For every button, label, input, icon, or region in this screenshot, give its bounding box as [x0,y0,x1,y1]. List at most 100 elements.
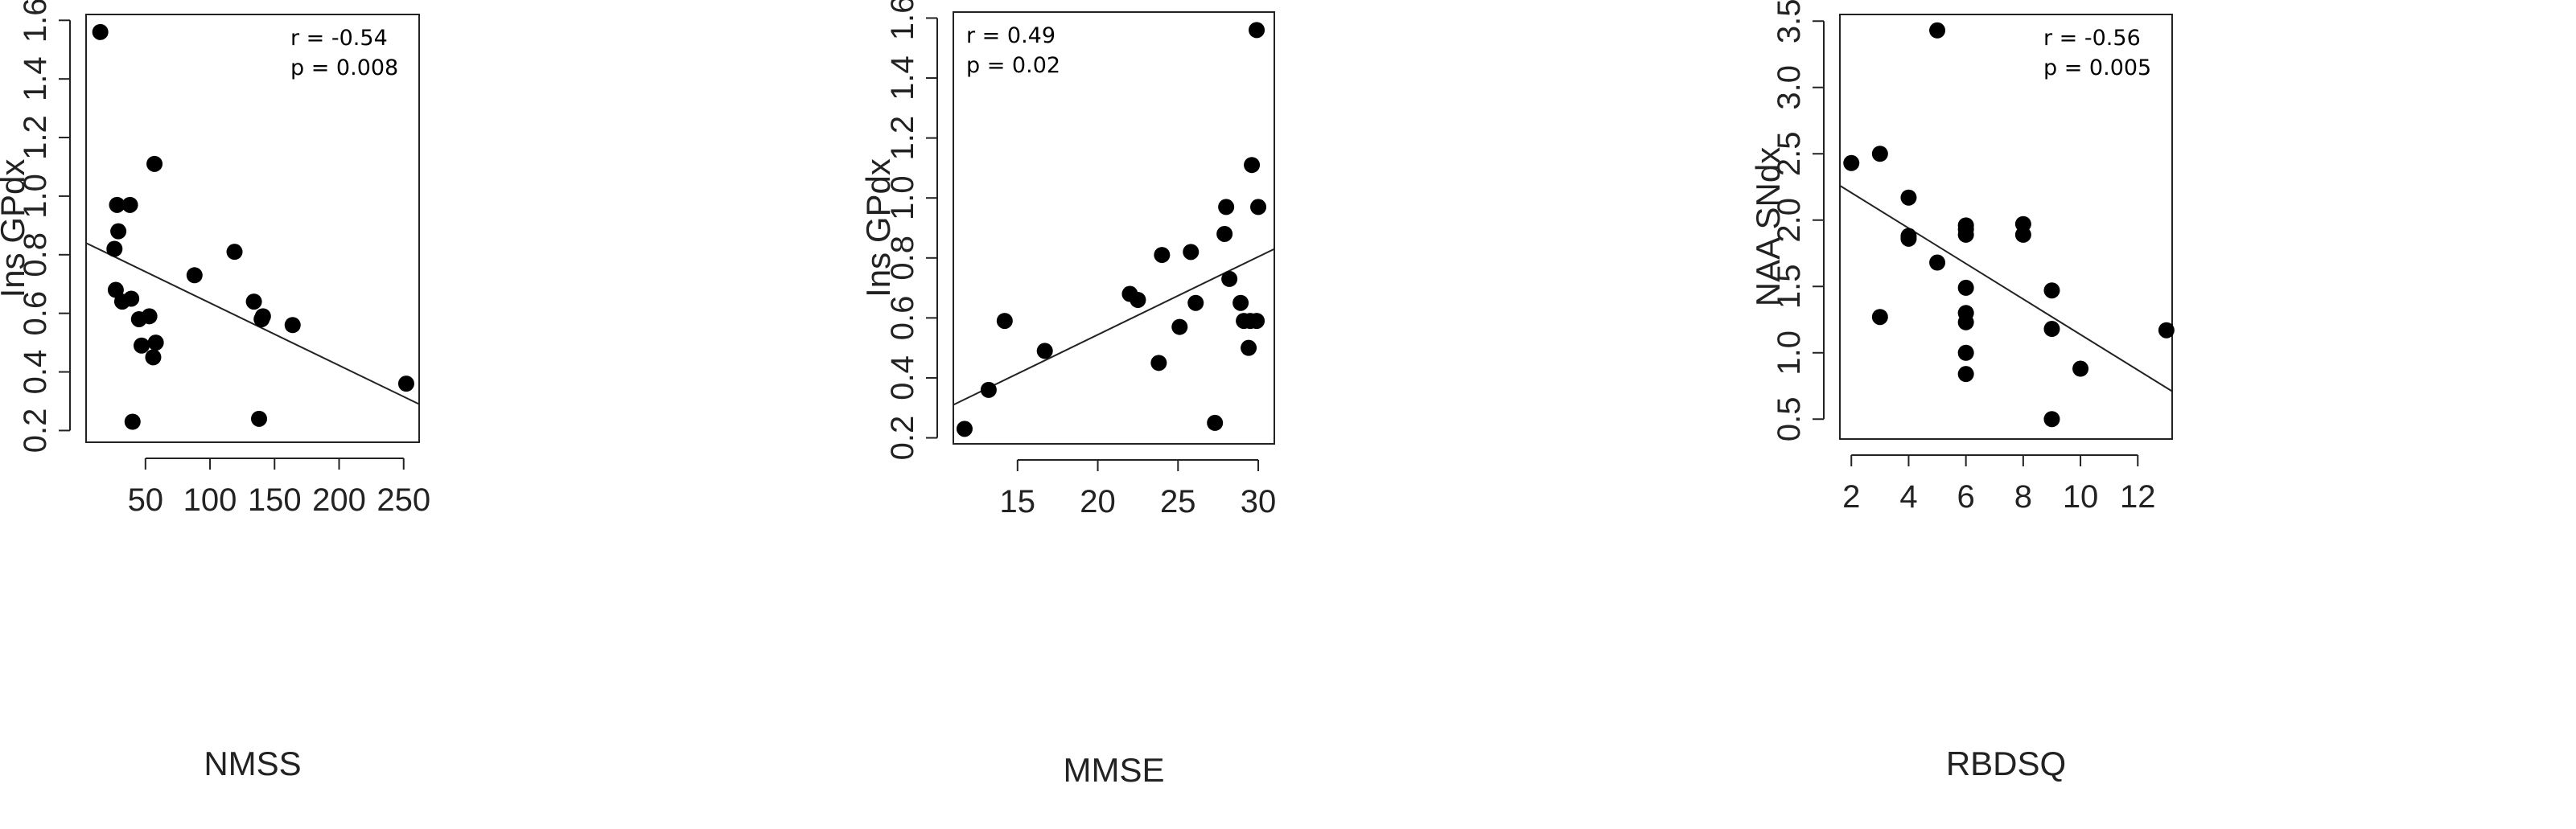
y-tick-label: 1.6 [18,0,53,43]
correlation-r: r = 0.49 [966,23,1056,48]
data-point [145,349,162,366]
correlation-r: r = -0.54 [290,26,388,51]
data-point [121,196,138,213]
data-point [1250,199,1267,215]
data-point [110,223,127,240]
y-tick-label: 1.0 [885,175,920,220]
data-point [1232,294,1249,311]
data-point [1221,270,1238,287]
data-point [1900,230,1917,247]
y-tick-label: 3.5 [1772,0,1807,43]
data-point [1929,22,1946,39]
data-point [251,410,268,427]
data-point [980,381,997,398]
x-tick-label: 12 [2120,479,2156,515]
data-point [1187,294,1204,311]
y-tick-label: 0.8 [18,232,53,277]
y-tick-label: 1.6 [885,0,920,40]
y-tick-label: 1.4 [18,56,53,101]
y-tick-label: 0.2 [18,408,53,453]
regression-line [953,248,1275,406]
y-tick-label: 1.2 [885,116,920,161]
data-point [123,290,140,307]
scatter-plot-rbdsq: 2 4 6 8 10 12 0.5 1.0 1.5 2.0 2.5 3.0 3.5 RBDSQ NAA SN… [1749,0,2175,782]
correlation-r: r = -0.56 [2043,26,2141,51]
plot-frame [953,11,1275,445]
y-tick-label: 1.5 [1772,264,1807,309]
y-tick-label: 0.5 [1772,396,1807,441]
data-point [1900,189,1917,206]
data-point [1843,154,1860,171]
chart-panel-nmss: 50 100 150 200 250 0.2 0.4 0.6 0.8 1.0 1.2 1.4 1.6 NM… [0,0,858,825]
y-axis-title: NAA SNdx [1749,147,1787,306]
data-point [245,293,262,310]
x-tick-label: 8 [2014,479,2032,515]
scatter-plot-nmss: 50 100 150 200 250 0.2 0.4 0.6 0.8 1.0 1.2 1.4 1.6 NM… [0,0,430,782]
data-point [253,310,270,327]
data-point [124,413,141,430]
y-tick-label: 3.0 [1772,65,1807,110]
y-tick-label: 0.2 [885,416,920,461]
x-tick-label: 200 [312,482,366,518]
regression-line [1839,184,2173,392]
data-point [1154,247,1171,264]
data-point [1130,292,1146,308]
y-axis-title: Ins GPdx [859,158,897,298]
data-point [284,317,301,334]
correlation-p: p = 0.005 [2043,55,2151,80]
plot-frame [1839,14,2173,440]
data-point [147,334,164,351]
regression-line [85,242,420,405]
x-tick-label: 250 [377,482,430,518]
data-point [1249,22,1265,39]
data-point [2014,226,2031,243]
x-tick-label: 20 [1080,484,1116,519]
y-tick-label: 1.2 [18,115,53,160]
y-tick-label: 0.4 [18,350,53,395]
x-tick-label: 100 [183,482,237,518]
x-tick-label: 50 [128,482,164,518]
y-tick-label: 2.0 [1772,198,1807,243]
y-axis-title: Ins GPdx [0,159,31,298]
correlation-p: p = 0.008 [290,55,398,80]
y-tick-label: 1.4 [885,55,920,101]
data-point [2043,282,2060,299]
x-tick-label: 2 [1842,479,1860,515]
data-point [1957,366,1974,383]
data-point [1150,355,1167,371]
x-axis-title: RBDSQ [1946,745,2066,782]
data-point [1871,146,1888,162]
data-point [1957,226,1974,243]
data-point [106,240,123,257]
data-point [92,23,109,40]
x-tick-label: 6 [1957,479,1975,515]
data-point [2158,322,2175,339]
chart-panel-rbdsq: 2 4 6 8 10 12 0.5 1.0 1.5 2.0 2.5 3.0 3.5 RBDSQ NAA SN… [1717,0,2575,825]
data-point [1216,225,1233,242]
data-point [186,267,203,284]
y-tick-label: 1.0 [1772,330,1807,376]
data-point [134,337,150,354]
scatter-plot-mmse: 15 20 25 30 0.2 0.4 0.6 0.8 1.0 1.2 1.4 1.6 MMSE Ins … [859,0,1276,789]
data-point [1171,318,1188,335]
x-axis-title: NMSS [204,745,301,782]
chart-panel-mmse: 15 20 25 30 0.2 0.4 0.6 0.8 1.0 1.2 1.4 1.6 MMSE Ins … [858,0,1717,825]
x-axis-title: MMSE [1064,751,1165,789]
y-tick-label: 0.6 [18,291,53,336]
data-point [2072,360,2089,377]
data-point [1929,254,1946,271]
data-point [956,421,973,437]
y-tick-label: 1.0 [18,174,53,219]
data-point [1249,313,1265,330]
x-tick-label: 15 [1000,484,1036,519]
y-tick-label: 2.5 [1772,131,1807,176]
data-point [397,376,414,392]
data-point [2043,321,2060,338]
y-tick-label: 0.6 [885,296,920,341]
data-point [2043,411,2060,428]
y-tick-label: 0.8 [885,236,920,281]
x-tick-label: 10 [2063,479,2099,515]
data-point [1957,344,1974,361]
data-point [1207,414,1224,431]
data-point [1244,157,1261,174]
